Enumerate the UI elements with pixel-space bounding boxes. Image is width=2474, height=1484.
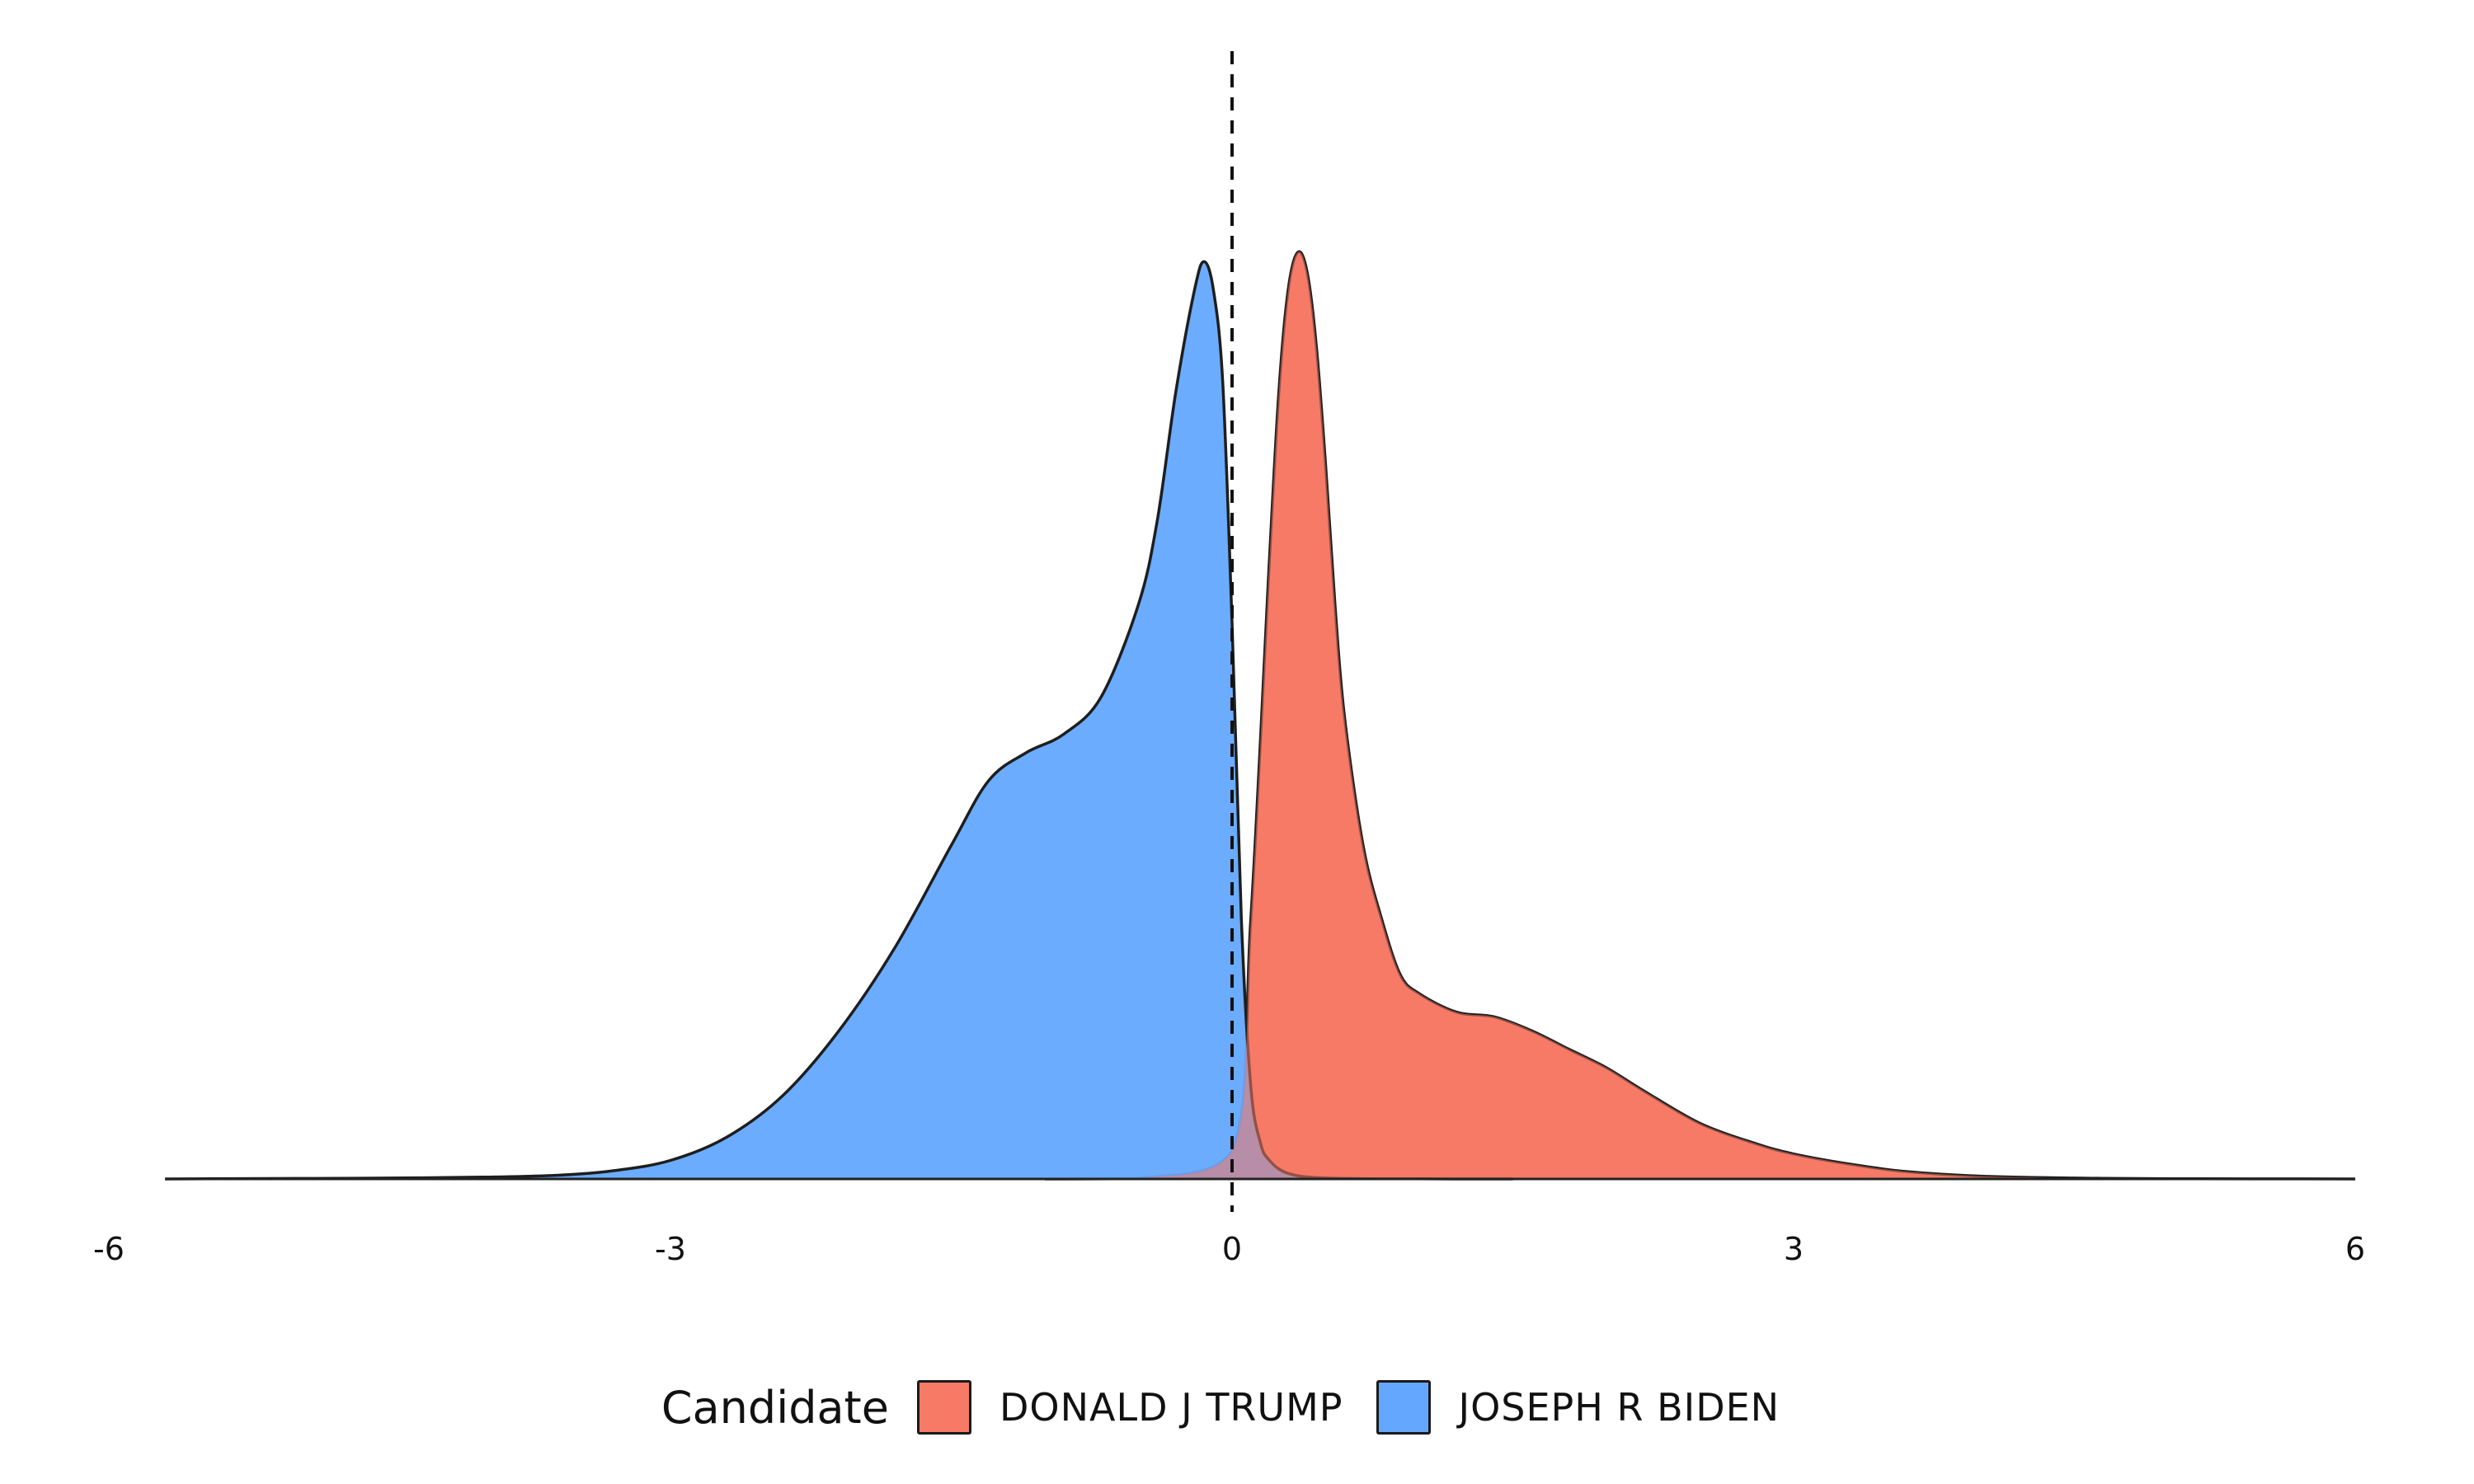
legend: Candidate DONALD J TRUMP JOSEPH R BIDEN — [0, 1370, 2474, 1444]
legend-swatch-biden — [1376, 1380, 1431, 1435]
x-tick-label: -3 — [655, 1231, 686, 1267]
density-area-biden — [165, 261, 1513, 1179]
density-areas — [165, 250, 2356, 1181]
legend-label-trump: DONALD J TRUMP — [999, 1385, 1343, 1430]
x-tick-label: 6 — [2345, 1231, 2365, 1267]
legend-title: Candidate — [661, 1381, 889, 1434]
legend-item-trump: DONALD J TRUMP — [916, 1380, 1343, 1435]
x-tick-label: 3 — [1784, 1231, 1804, 1267]
x-tick-label: -6 — [93, 1231, 125, 1267]
legend-label-biden: JOSEPH R BIDEN — [1458, 1385, 1780, 1430]
x-axis-tick-labels: -6 -3 0 3 6 — [93, 1231, 2365, 1267]
density-overlap-tint — [1045, 251, 2355, 1180]
x-tick-label: 0 — [1222, 1231, 1242, 1267]
legend-swatch-trump — [916, 1380, 971, 1435]
legend-item-biden: JOSEPH R BIDEN — [1376, 1380, 1780, 1435]
